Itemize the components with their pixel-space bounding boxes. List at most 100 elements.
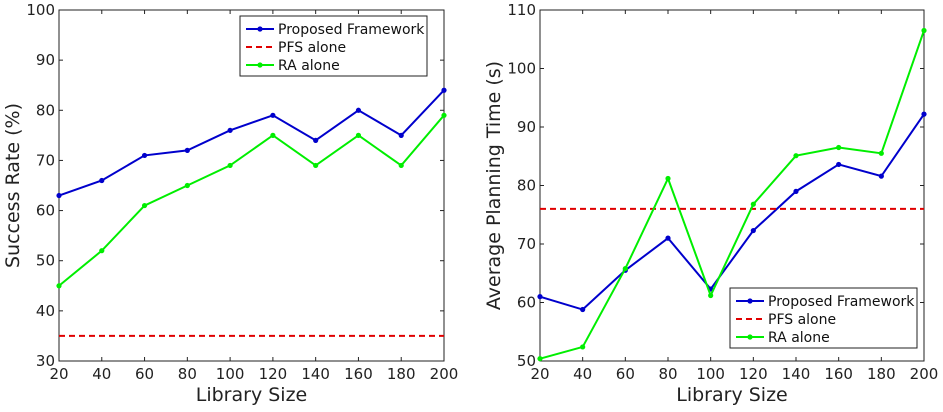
x-tick-label: 180 (867, 365, 896, 383)
data-point (56, 192, 62, 199)
y-tick-label: 90 (36, 51, 55, 69)
data-point (398, 132, 404, 138)
x-tick-label: 40 (92, 365, 111, 383)
x-tick-label: 120 (259, 365, 288, 383)
data-point (141, 152, 148, 159)
data-point (878, 173, 884, 179)
x-tick-label: 200 (430, 365, 459, 383)
x-tick-label: 20 (530, 365, 549, 383)
y-tick-label: 70 (517, 235, 536, 253)
series-proposed-framework-line (539, 113, 925, 311)
x-tick-label: 60 (616, 365, 635, 383)
y-axis-label: Average Planning Time (s) (483, 61, 505, 310)
data-point (227, 162, 233, 169)
data-point (398, 162, 404, 169)
series-ra-alone-line (539, 30, 925, 360)
legend-entry: Proposed Framework (768, 294, 915, 310)
legend-marker (257, 62, 263, 68)
x-tick-label: 200 (910, 365, 939, 383)
y-tick-label: 70 (36, 151, 55, 169)
y-tick-label: 40 (36, 302, 55, 320)
data-point (665, 175, 671, 182)
data-point (665, 235, 671, 241)
legend-entry: Proposed Framework (278, 22, 425, 38)
y-tick-label: 110 (507, 1, 536, 19)
data-point (355, 132, 362, 138)
x-tick-label: 20 (49, 365, 68, 383)
data-point (836, 161, 842, 168)
data-point (184, 182, 190, 189)
chart-1: 20 40 60 80 100 120 140 160 180 200 30 40 50 60 70 80 90… (2, 1, 458, 406)
data-point (878, 150, 884, 156)
data-point (622, 265, 628, 272)
y-tick-label: 50 (36, 252, 55, 270)
x-tick-label: 140 (301, 365, 330, 383)
data-point (537, 294, 543, 300)
y-tick-label: 60 (517, 294, 536, 312)
data-point (441, 87, 447, 93)
data-point (750, 227, 756, 234)
data-point (441, 112, 447, 118)
x-axis-label: Library Size (676, 384, 787, 406)
data-point (750, 201, 756, 207)
legend-marker (747, 334, 753, 340)
data-point (921, 27, 927, 34)
x-tick-label: 80 (178, 365, 197, 383)
data-point (836, 144, 842, 151)
series-proposed-framework-line (58, 89, 445, 197)
data-point (708, 292, 714, 299)
data-point (580, 344, 586, 350)
x-tick-label: 120 (739, 365, 768, 383)
series-ra-alone-line (58, 114, 445, 287)
data-point (313, 137, 319, 143)
series-proposed-framework (537, 111, 927, 313)
series-ra-alone (56, 112, 447, 289)
plot-area-frame (58, 9, 445, 362)
data-point (270, 132, 276, 138)
y-tick-label: 100 (26, 1, 55, 19)
y-tick-label: 90 (517, 118, 536, 136)
data-point (537, 356, 543, 362)
y-tick-label: 50 (517, 352, 536, 370)
legend-entry: PFS alone (278, 40, 346, 56)
legend-entry: RA alone (768, 330, 830, 346)
x-tick-label: 180 (387, 365, 416, 383)
y-tick-label: 30 (36, 352, 55, 370)
y-tick-label: 100 (507, 60, 536, 78)
data-point (99, 177, 105, 184)
data-point (270, 112, 276, 118)
legend-entry: RA alone (278, 58, 340, 74)
y-axis-label: Success Rate (%) (2, 103, 24, 268)
x-tick-label: 160 (824, 365, 853, 383)
x-tick-label: 100 (696, 365, 725, 383)
y-tick-label: 80 (36, 101, 55, 119)
chart-2: 20 40 60 80 100 120 140 160 180 200 50 60 70 80 90 100 1… (483, 1, 938, 406)
data-point (580, 306, 586, 313)
x-tick-label: 140 (782, 365, 811, 383)
x-axis-label: Library Size (196, 384, 307, 406)
data-point (355, 107, 362, 113)
y-tick-label: 80 (517, 177, 536, 195)
data-point (793, 188, 799, 194)
data-point (793, 153, 799, 159)
x-tick-label: 60 (135, 365, 154, 383)
data-point (184, 147, 190, 153)
legend: Proposed Framework PFS alone RA alone (239, 15, 428, 77)
x-tick-label: 80 (658, 365, 677, 383)
legend-marker (257, 26, 263, 32)
data-point (227, 127, 233, 133)
legend: Proposed Framework PFS alone RA alone (729, 287, 918, 349)
x-tick-label: 160 (344, 365, 373, 383)
data-point (56, 283, 62, 289)
data-point (921, 111, 927, 117)
series-ra-alone (537, 27, 927, 362)
series-proposed-framework (56, 87, 447, 199)
data-point (99, 248, 105, 254)
y-tick-label: 60 (36, 202, 55, 220)
x-tick-label: 100 (216, 365, 245, 383)
x-tick-label: 40 (573, 365, 592, 383)
legend-marker (747, 298, 753, 304)
data-point (141, 202, 148, 209)
legend-entry: PFS alone (768, 312, 836, 328)
